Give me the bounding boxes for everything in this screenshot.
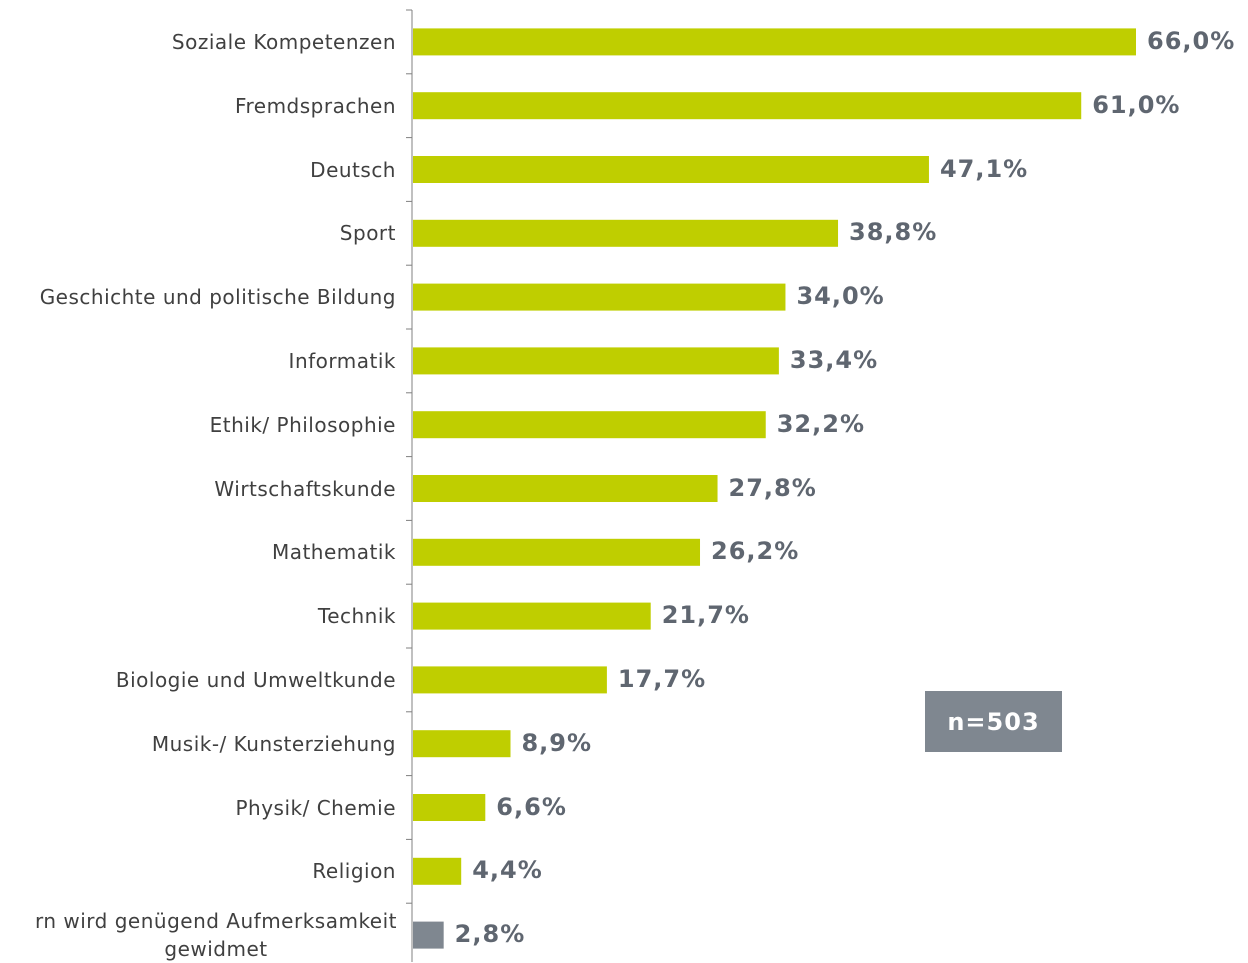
category-label: Physik/ Chemie — [235, 795, 396, 820]
value-label: 32,2% — [776, 409, 865, 438]
category-label: Soziale Kompetenzen — [171, 29, 396, 54]
value-label: 34,0% — [796, 282, 885, 311]
category-label: Mathematik — [271, 540, 396, 565]
bar — [413, 730, 511, 758]
value-label: 4,4% — [472, 856, 543, 885]
category-label: rn wird genügend Aufmerksamkeit gewidmet — [34, 909, 398, 962]
sample-size: n=503 — [925, 691, 1062, 752]
bar — [413, 347, 779, 375]
value-label: 38,8% — [849, 218, 938, 247]
bar — [413, 219, 839, 247]
bar — [413, 92, 1082, 120]
category-label: Wirtschaftskunde — [214, 476, 396, 501]
bar — [413, 283, 786, 311]
category-label: Geschichte und politische Bildung — [39, 285, 396, 310]
bar — [413, 857, 462, 885]
category-label: Ethik/ Philosophie — [209, 412, 396, 437]
bar — [413, 156, 929, 183]
value-label: 27,8% — [728, 473, 817, 502]
value-label: 6,6% — [496, 792, 567, 821]
bar — [413, 28, 1136, 56]
value-label: 21,7% — [661, 601, 750, 630]
category-label: Deutsch — [310, 157, 396, 182]
value-label: 2,8% — [454, 920, 526, 949]
value-label: 26,2% — [711, 537, 800, 566]
category-label: Musik-/ Kunsterziehung — [151, 731, 396, 756]
category-label: Sport — [339, 221, 396, 246]
bar — [413, 794, 486, 821]
bar — [413, 411, 766, 439]
bar — [413, 921, 444, 949]
value-label: 33,4% — [789, 345, 879, 374]
value-label: 47,1% — [939, 154, 1029, 183]
bar — [413, 538, 701, 566]
value-label: 61,0% — [1092, 90, 1181, 119]
category-label: Religion — [312, 859, 396, 884]
bar — [413, 602, 651, 630]
bar — [413, 475, 718, 502]
bar — [413, 666, 607, 694]
category-label: Fremdsprachen — [234, 93, 396, 118]
category-label: Informatik — [288, 348, 396, 373]
value-label: 17,7% — [617, 664, 707, 693]
value-label: 66,0% — [1147, 26, 1236, 55]
value-label: 8,9% — [521, 728, 593, 757]
category-label: Technik — [317, 604, 396, 629]
category-label: Biologie und Umweltkunde — [115, 667, 396, 692]
